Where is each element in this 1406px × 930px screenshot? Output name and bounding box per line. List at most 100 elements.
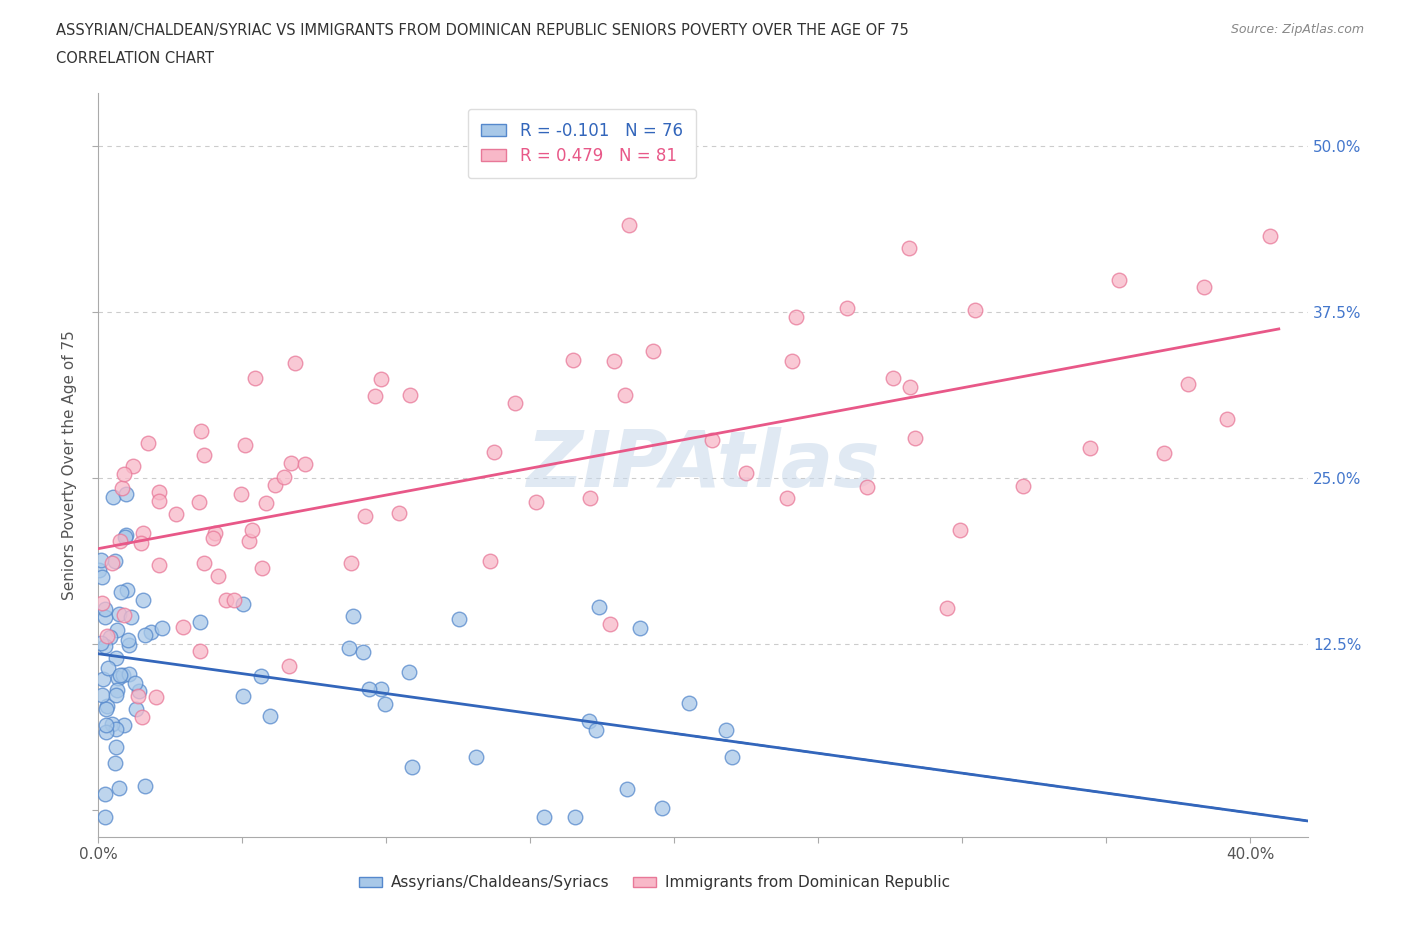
Point [835,300,858,315]
Point [264,478,287,493]
Point [963,302,986,317]
Point [898,379,921,394]
Point [254,496,277,511]
Point [131,526,153,541]
Point [190,423,212,438]
Point [117,632,139,647]
Point [643,343,665,358]
Point [447,612,470,627]
Point [96,628,118,643]
Point [357,682,380,697]
Point [128,683,150,698]
Point [138,436,160,451]
Point [115,486,138,501]
Point [1258,229,1281,244]
Point [364,388,387,403]
Point [90,635,112,650]
Point [678,696,700,711]
Point [250,561,273,576]
Point [1153,445,1175,460]
Point [111,481,134,496]
Point [603,354,626,369]
Point [342,609,364,624]
Point [110,585,132,600]
Point [105,622,128,637]
Text: ASSYRIAN/CHALDEAN/SYRIAC VS IMMIGRANTS FROM DOMINICAN REPUBLIC SENIORS POVERTY O: ASSYRIAN/CHALDEAN/SYRIAC VS IMMIGRANTS F… [56,23,910,38]
Point [388,506,411,521]
Point [579,490,602,505]
Point [856,480,879,495]
Point [97,660,120,675]
Point [482,445,505,459]
Point [93,787,115,802]
Point [339,641,361,656]
Point [94,639,117,654]
Point [193,556,215,571]
Point [134,628,156,643]
Point [91,570,114,585]
Point [108,668,131,683]
Point [224,592,246,607]
Point [1215,411,1237,426]
Point [229,487,252,502]
Point [112,668,135,683]
Point [112,467,135,482]
Point [524,495,547,510]
Point [628,620,651,635]
Point [243,370,266,385]
Point [277,658,299,673]
Point [134,778,156,793]
Point [1078,440,1101,455]
Point [89,563,111,578]
Point [651,801,673,816]
Point [105,739,128,754]
Point [122,458,145,473]
Point [599,617,621,631]
Point [94,724,117,739]
Point [90,552,112,567]
Point [370,371,392,386]
Point [93,610,115,625]
Point [202,530,225,545]
Y-axis label: Seniors Poverty Over the Age of 75: Seniors Poverty Over the Age of 75 [62,330,77,600]
Point [190,614,212,629]
Point [148,494,170,509]
Point [479,554,502,569]
Point [240,522,263,537]
Point [776,491,799,506]
Point [578,713,600,728]
Point [98,630,121,644]
Point [232,596,254,611]
Point [94,702,117,717]
Point [780,353,803,368]
Point [114,529,136,544]
Point [503,396,526,411]
Point [125,702,148,717]
Point [617,218,640,232]
Point [259,709,281,724]
Point [1011,479,1033,494]
Point [104,651,127,666]
Point [564,810,586,825]
Point [148,558,170,573]
Point [107,780,129,795]
Point [250,669,273,684]
Point [150,620,173,635]
Point [904,431,927,445]
Point [354,509,377,524]
Point [882,371,904,386]
Point [90,687,112,702]
Point [94,718,117,733]
Point [112,717,135,732]
Point [131,710,153,724]
Point [238,533,260,548]
Point [129,535,152,550]
Point [103,489,125,504]
Point [96,699,118,714]
Point [374,697,396,711]
Point [785,310,807,325]
Point [1177,376,1199,391]
Point [232,688,254,703]
Point [207,569,229,584]
Point [120,609,142,624]
